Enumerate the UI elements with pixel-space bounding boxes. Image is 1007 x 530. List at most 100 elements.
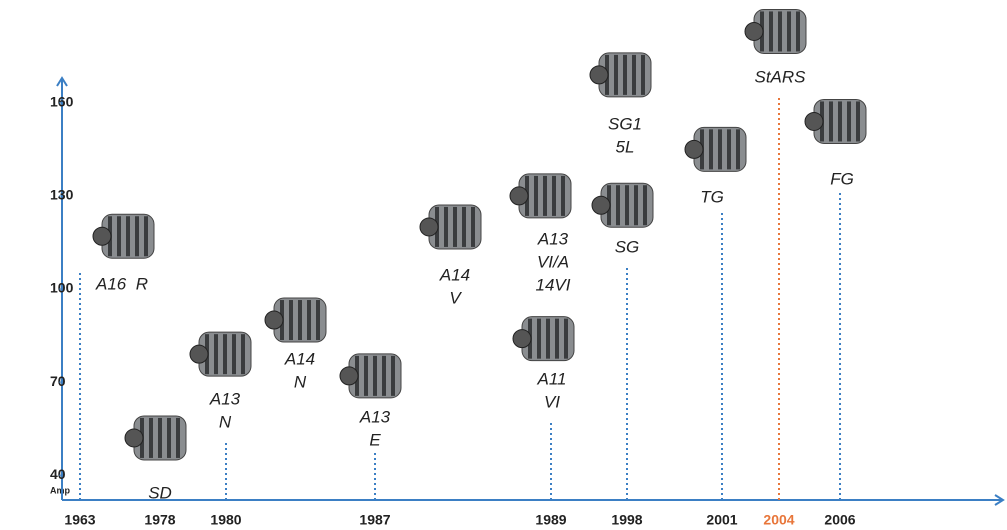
alternator-pulley: [592, 196, 610, 214]
alternator-fin: [117, 216, 121, 256]
alternator-pulley: [685, 140, 703, 158]
product-label: SD: [148, 483, 172, 502]
alternator-image: [745, 9, 806, 53]
product-label: A13: [537, 229, 569, 248]
alternator-fin: [614, 55, 618, 95]
alternator-fin: [382, 356, 386, 396]
alternator-fin: [537, 319, 541, 359]
product-label: A16 R: [95, 274, 148, 293]
product-label: A14: [439, 265, 470, 284]
product-label: V: [449, 288, 462, 307]
alternator-pulley: [745, 22, 763, 40]
alternator-fin: [534, 176, 538, 216]
alternator-fin: [796, 11, 800, 51]
alternator-image: [93, 214, 154, 258]
product-label: SG: [615, 237, 640, 256]
y-tick-label: 70: [50, 373, 66, 389]
alternator-fin: [847, 101, 851, 141]
alternator-pulley: [125, 429, 143, 447]
alternator-fin: [778, 11, 782, 51]
alternator-image: [513, 317, 574, 361]
x-tick-label: 1989: [535, 512, 566, 528]
product-label: A13: [359, 407, 391, 426]
alternator-fin: [838, 101, 842, 141]
alternator-fin: [144, 216, 148, 256]
alternator-image: [265, 298, 326, 342]
x-tick-label: 1998: [611, 512, 642, 528]
alternator-fin: [561, 176, 565, 216]
alternator-fin: [316, 300, 320, 340]
alternator-fin: [453, 207, 457, 247]
x-tick-label: 1963: [64, 512, 95, 528]
product-label: A14: [284, 349, 315, 368]
y-tick-label: 100: [50, 280, 74, 296]
product-label: 14VI: [536, 275, 571, 294]
product-label: VI/A: [537, 252, 569, 271]
alternator-fin: [232, 334, 236, 374]
chart: Amp 407010013016019631978198019871989199…: [0, 0, 1007, 530]
alternator-image: [590, 53, 651, 97]
alternator-fin: [158, 418, 162, 458]
alternator-image: [805, 99, 866, 143]
product-label: StARS: [754, 67, 806, 86]
alternator-fin: [718, 129, 722, 169]
x-tick-label: 1980: [210, 512, 241, 528]
alternator-fin: [564, 319, 568, 359]
alternator-fin: [462, 207, 466, 247]
product-label: A11: [537, 369, 567, 388]
product-label: A13: [209, 389, 241, 408]
alternator-fin: [634, 185, 638, 225]
alternator-fin: [149, 418, 153, 458]
alternator-image: [592, 183, 653, 227]
alternator-fin: [167, 418, 171, 458]
alternator-fin: [616, 185, 620, 225]
alternator-fin: [543, 176, 547, 216]
product-label: E: [369, 430, 381, 449]
product-label: 5L: [616, 137, 635, 156]
alternator-fin: [126, 216, 130, 256]
alternator-fin: [471, 207, 475, 247]
alternator-fin: [625, 185, 629, 225]
alternator-fin: [641, 55, 645, 95]
x-tick-label: 1978: [144, 512, 175, 528]
alternator-pulley: [340, 367, 358, 385]
x-tick-label: 1987: [359, 512, 390, 528]
y-tick-label: 130: [50, 187, 74, 203]
alternator-image: [685, 127, 746, 171]
alternator-image: [190, 332, 251, 376]
alternator-fin: [391, 356, 395, 396]
alternator-pulley: [93, 227, 111, 245]
alternator-fin: [769, 11, 773, 51]
product-label: N: [219, 412, 232, 431]
alternator-image: [125, 416, 186, 460]
alternator-fin: [623, 55, 627, 95]
alternator-pulley: [513, 330, 531, 348]
product-label: SG1: [608, 114, 642, 133]
alternator-pulley: [190, 345, 208, 363]
alternator-fin: [709, 129, 713, 169]
alternator-pulley: [420, 218, 438, 236]
alternator-fin: [307, 300, 311, 340]
y-tick-label: 160: [50, 94, 74, 110]
alternator-fin: [632, 55, 636, 95]
alternator-image: [420, 205, 481, 249]
alternator-pulley: [265, 311, 283, 329]
alternator-fin: [176, 418, 180, 458]
alternator-fin: [298, 300, 302, 340]
x-tick-label: 2004: [763, 512, 794, 528]
alternator-fin: [736, 129, 740, 169]
alternator-fin: [829, 101, 833, 141]
alternator-image: [510, 174, 571, 218]
x-tick-label: 2001: [706, 512, 737, 528]
alternator-fin: [787, 11, 791, 51]
alternator-fin: [444, 207, 448, 247]
alternator-fin: [546, 319, 550, 359]
alternator-fin: [856, 101, 860, 141]
alternator-fin: [241, 334, 245, 374]
alternator-fin: [289, 300, 293, 340]
product-label: FG: [830, 169, 854, 188]
product-label: N: [294, 372, 307, 391]
alternator-fin: [555, 319, 559, 359]
alternator-fin: [135, 216, 139, 256]
alternator-fin: [552, 176, 556, 216]
